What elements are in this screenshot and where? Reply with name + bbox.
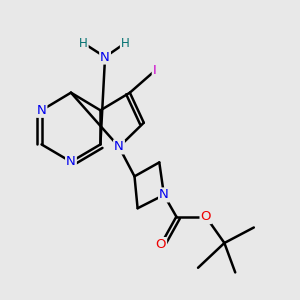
Text: I: I (153, 64, 157, 77)
Text: O: O (156, 238, 166, 251)
Text: N: N (159, 188, 169, 201)
Text: N: N (100, 50, 110, 64)
Text: N: N (114, 140, 124, 153)
Text: H: H (79, 37, 88, 50)
Text: O: O (200, 210, 211, 223)
Text: N: N (37, 104, 46, 117)
Text: N: N (66, 155, 76, 168)
Text: H: H (121, 37, 130, 50)
